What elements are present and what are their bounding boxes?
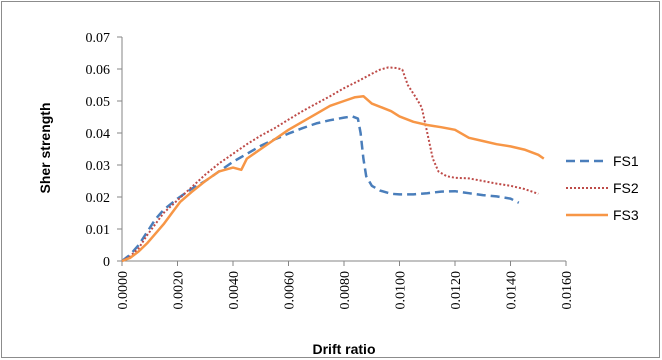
legend-label-fs3: FS3 [613,207,639,223]
y-tick-label: 0.07 [86,31,111,46]
x-tick-label: 0.0040 [227,271,242,310]
y-tick-label: 0.06 [86,63,111,78]
y-tick-label: 0.05 [86,95,111,110]
x-tick-label: 0.0080 [338,271,353,310]
x-tick-label: 0.0020 [172,271,187,310]
x-tick-label: 0.0000 [116,271,131,310]
x-axis-title: Drift ratio [313,341,376,357]
series-line-fs1 [121,115,520,262]
series-line-fs3 [121,94,545,263]
x-tick-label: 0.0120 [449,271,464,310]
x-tick-label: 0.0160 [560,271,575,310]
x-tick-label: 0.0100 [394,271,409,310]
legend-label-fs1: FS1 [613,153,639,169]
series-line-fs2 [121,66,539,262]
y-tick-label: 0.04 [86,127,111,142]
x-tick-label: 0.0060 [283,271,298,310]
y-tick-label: 0.02 [86,191,111,206]
tick-labels: 0 0.01 0.02 0.03 0.04 0.05 0.06 0.07 0.0000 0.002… [86,31,576,310]
legend-label-fs2: FS2 [613,180,639,196]
legend: FS1 FS2 FS3 [566,153,639,223]
y-tick-label: 0.03 [86,159,111,174]
y-tick-label: 0 [103,255,110,270]
x-tick-label: 0.0140 [505,271,520,310]
y-axis-title: Sher strength [37,102,53,193]
series-layer [121,66,545,263]
y-tick-label: 0.01 [86,223,111,238]
axes [117,36,567,266]
